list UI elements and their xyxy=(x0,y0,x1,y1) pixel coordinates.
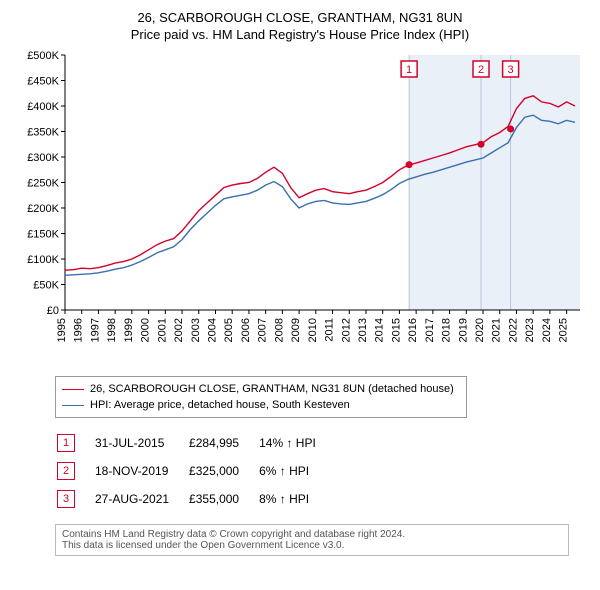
svg-text:£50K: £50K xyxy=(33,280,59,292)
svg-text:2019: 2019 xyxy=(457,318,469,342)
svg-text:1: 1 xyxy=(406,64,412,76)
svg-text:2005: 2005 xyxy=(223,318,235,342)
transaction-row: 2 18-NOV-2019£325,0006% ↑ HPI xyxy=(57,458,334,484)
svg-text:2007: 2007 xyxy=(257,318,269,342)
svg-text:2012: 2012 xyxy=(340,318,352,342)
transaction-marker: 3 xyxy=(57,490,75,508)
svg-text:2011: 2011 xyxy=(324,318,336,342)
svg-text:£100K: £100K xyxy=(27,254,59,266)
title-main: 26, SCARBOROUGH CLOSE, GRANTHAM, NG31 8U… xyxy=(10,10,590,25)
transactions-table: 1 31-JUL-2015£284,99514% ↑ HPI 2 18-NOV-201… xyxy=(55,428,336,514)
svg-text:2001: 2001 xyxy=(156,318,168,342)
svg-text:1996: 1996 xyxy=(73,318,85,342)
transaction-date: 18-NOV-2019 xyxy=(95,458,187,484)
footer-line1: Contains HM Land Registry data © Crown c… xyxy=(62,529,562,540)
svg-text:2014: 2014 xyxy=(374,318,386,342)
chart-container: 26, SCARBOROUGH CLOSE, GRANTHAM, NG31 8U… xyxy=(10,10,590,556)
svg-text:2023: 2023 xyxy=(524,318,536,342)
legend-swatch xyxy=(62,389,84,390)
svg-text:2025: 2025 xyxy=(558,318,570,342)
legend-item: 26, SCARBOROUGH CLOSE, GRANTHAM, NG31 8U… xyxy=(62,381,454,397)
svg-text:2008: 2008 xyxy=(273,318,285,342)
svg-text:£450K: £450K xyxy=(27,76,59,88)
title-sub: Price paid vs. HM Land Registry's House … xyxy=(10,27,590,42)
svg-text:£200K: £200K xyxy=(27,203,59,215)
transaction-price: £355,000 xyxy=(189,486,257,512)
svg-text:2009: 2009 xyxy=(290,318,302,342)
svg-text:1998: 1998 xyxy=(106,318,118,342)
svg-text:£300K: £300K xyxy=(27,152,59,164)
svg-text:2000: 2000 xyxy=(140,318,152,342)
legend-item: HPI: Average price, detached house, Sout… xyxy=(62,397,454,413)
legend-label: HPI: Average price, detached house, Sout… xyxy=(90,399,350,411)
transaction-marker: 2 xyxy=(57,462,75,480)
svg-text:2015: 2015 xyxy=(390,318,402,342)
svg-text:£0: £0 xyxy=(47,305,59,317)
transaction-row: 1 31-JUL-2015£284,99514% ↑ HPI xyxy=(57,430,334,456)
legend-label: 26, SCARBOROUGH CLOSE, GRANTHAM, NG31 8U… xyxy=(90,383,454,395)
svg-text:£250K: £250K xyxy=(27,178,59,190)
svg-text:2: 2 xyxy=(478,64,484,76)
svg-text:2013: 2013 xyxy=(357,318,369,342)
svg-text:£350K: £350K xyxy=(27,127,59,139)
svg-text:2020: 2020 xyxy=(474,318,486,342)
svg-text:2017: 2017 xyxy=(424,318,436,342)
legend-swatch xyxy=(62,405,84,406)
transaction-price: £284,995 xyxy=(189,430,257,456)
svg-text:1999: 1999 xyxy=(123,318,135,342)
plot-area: £0 £50K £100K £150K £200K £250K £300K £350K £400… xyxy=(20,50,585,370)
svg-text:2006: 2006 xyxy=(240,318,252,342)
transaction-price: £325,000 xyxy=(189,458,257,484)
svg-text:2004: 2004 xyxy=(206,318,218,342)
svg-text:2002: 2002 xyxy=(173,318,185,342)
svg-text:2022: 2022 xyxy=(507,318,519,342)
plot-svg: £0 £50K £100K £150K £200K £250K £300K £350K £400… xyxy=(20,50,585,370)
transaction-pct: 8% ↑ HPI xyxy=(259,486,334,512)
transaction-date: 31-JUL-2015 xyxy=(95,430,187,456)
footer-attribution: Contains HM Land Registry data © Crown c… xyxy=(55,524,569,556)
transaction-row: 3 27-AUG-2021£355,0008% ↑ HPI xyxy=(57,486,334,512)
svg-text:£500K: £500K xyxy=(27,50,59,62)
footer-line2: This data is licensed under the Open Gov… xyxy=(62,540,562,551)
svg-text:2003: 2003 xyxy=(190,318,202,342)
svg-text:1997: 1997 xyxy=(89,318,101,342)
svg-text:1995: 1995 xyxy=(56,318,68,342)
svg-text:£400K: £400K xyxy=(27,101,59,113)
svg-text:2010: 2010 xyxy=(307,318,319,342)
svg-text:2018: 2018 xyxy=(441,318,453,342)
transaction-marker: 1 xyxy=(57,434,75,452)
legend: 26, SCARBOROUGH CLOSE, GRANTHAM, NG31 8U… xyxy=(55,376,467,418)
svg-text:2021: 2021 xyxy=(491,318,503,342)
svg-text:3: 3 xyxy=(508,64,514,76)
transaction-pct: 14% ↑ HPI xyxy=(259,430,334,456)
chart-titles: 26, SCARBOROUGH CLOSE, GRANTHAM, NG31 8U… xyxy=(10,10,590,42)
transaction-pct: 6% ↑ HPI xyxy=(259,458,334,484)
svg-text:2024: 2024 xyxy=(541,318,553,342)
svg-text:2016: 2016 xyxy=(407,318,419,342)
transaction-date: 27-AUG-2021 xyxy=(95,486,187,512)
svg-text:£150K: £150K xyxy=(27,229,59,241)
